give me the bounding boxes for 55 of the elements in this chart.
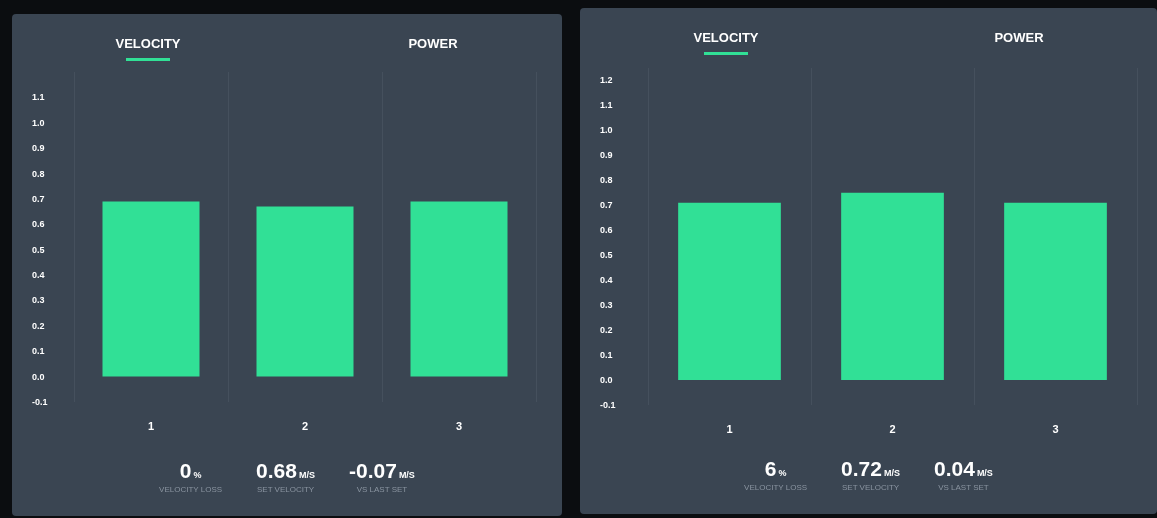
x-tick-label: 1 — [726, 422, 733, 435]
y-tick-label: 1.1 — [32, 92, 45, 103]
y-tick-label: 0.8 — [32, 168, 45, 179]
text: POWER — [994, 30, 1044, 45]
y-tick-label: 0.8 — [600, 175, 613, 186]
y-tick-label: 0.9 — [32, 143, 45, 154]
y-tick-label: -0.1 — [600, 400, 616, 410]
text: VELOCITY LOSS — [744, 483, 808, 492]
y-tick-label: 0.1 — [600, 350, 613, 361]
text: 0.04 — [934, 457, 975, 480]
y-tick-label: 0.2 — [600, 325, 613, 336]
x-tick-label: 3 — [1052, 422, 1059, 435]
y-tick-label: 0.3 — [32, 295, 45, 306]
text: M/S — [298, 470, 315, 480]
text: % — [778, 468, 787, 478]
y-tick-label: 0.4 — [32, 270, 45, 281]
text: 0.72 — [841, 457, 882, 480]
text: SET VELOCITY — [256, 485, 315, 494]
text: POWER — [408, 36, 458, 51]
y-tick-label: 0.7 — [32, 193, 45, 204]
text: 0 — [179, 459, 192, 482]
text: 0.68 — [256, 459, 297, 482]
text: M/S — [976, 468, 993, 478]
text: VELOCITY LOSS — [159, 485, 223, 494]
text: SET VELOCITY — [841, 483, 900, 492]
y-tick-label: 0.5 — [600, 250, 613, 261]
x-tick-label: 2 — [889, 422, 896, 435]
y-tick-label: 0.9 — [600, 150, 613, 161]
y-tick-label: 0.4 — [600, 275, 613, 286]
chart-title: VELOCITY — [693, 30, 759, 45]
text: -0.07 — [349, 459, 397, 482]
text: VS LAST SET — [355, 485, 409, 494]
y-tick-label: 1.2 — [600, 75, 613, 86]
y-tick-label: 0.3 — [600, 300, 613, 311]
text: % — [193, 470, 202, 480]
y-tick-label: 1.1 — [600, 100, 613, 111]
y-tick-label: 0.1 — [32, 346, 45, 357]
text: M/S — [398, 470, 415, 480]
y-tick-label: 1.0 — [32, 117, 45, 128]
y-tick-label: 0.6 — [32, 219, 45, 230]
text: 6 — [764, 457, 777, 480]
y-tick-label: 1.0 — [600, 125, 613, 136]
y-tick-label: 0.5 — [32, 244, 45, 255]
y-tick-label: 0.7 — [600, 200, 613, 211]
y-tick-label: -0.1 — [32, 397, 48, 407]
y-tick-label: 0.0 — [32, 371, 45, 382]
text: M/S — [883, 468, 900, 478]
y-tick-label: 0.0 — [600, 375, 613, 386]
x-tick-label: 2 — [301, 419, 309, 432]
y-tick-label: 0.6 — [600, 225, 613, 236]
x-tick-label: 1 — [147, 419, 155, 432]
x-tick-label: 3 — [455, 419, 463, 432]
y-tick-label: 0.2 — [32, 320, 45, 331]
text: VS LAST SET — [937, 483, 990, 492]
chart-title: VELOCITY — [115, 36, 181, 51]
